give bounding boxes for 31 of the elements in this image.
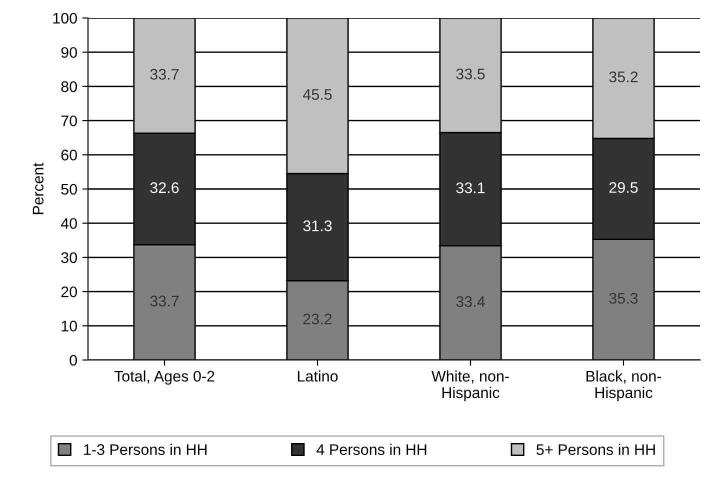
data-label: 32.6 xyxy=(150,182,179,194)
data-label: 23.2 xyxy=(303,314,332,324)
data-label: 33.5 xyxy=(456,68,485,80)
y-tick-label: 0 xyxy=(70,354,77,366)
y-tick-label: 10 xyxy=(62,320,77,332)
data-label: 33.7 xyxy=(150,68,179,80)
data-label: 35.2 xyxy=(609,71,638,82)
data-label: 35.3 xyxy=(609,292,638,304)
x-tick-label: Latino xyxy=(298,370,338,382)
y-tick-label: 50 xyxy=(61,184,77,195)
x-tick-label: Black, non- Hispanic xyxy=(586,370,662,402)
data-label: 33.7 xyxy=(150,296,179,306)
x-tick-label: White, non- Hispanic xyxy=(432,370,509,402)
y-tick-label: 70 xyxy=(61,115,77,126)
x-tick-label: Total, Ages 0-2 xyxy=(114,370,214,385)
data-label: 29.5 xyxy=(609,182,638,193)
data-label: 45.5 xyxy=(302,89,332,100)
y-axis-title: Percent xyxy=(32,162,44,214)
y-tick-label: 90 xyxy=(61,47,77,58)
data-label: 33.1 xyxy=(456,182,485,194)
y-tick-label: 30 xyxy=(61,252,77,264)
legend-label: 1-3 Persons in HH xyxy=(84,444,207,455)
data-label: 31.3 xyxy=(303,220,332,232)
legend-label: 4 Persons in HH xyxy=(316,444,426,455)
y-tick-label: 100 xyxy=(53,12,77,24)
y-tick-label: 20 xyxy=(61,286,77,298)
y-tick-label: 40 xyxy=(60,218,77,229)
y-tick-label: 60 xyxy=(61,150,77,160)
legend-label: 5+ Persons in HH xyxy=(536,444,655,455)
y-tick-label: 80 xyxy=(61,81,77,92)
data-label: 33.4 xyxy=(456,296,485,307)
